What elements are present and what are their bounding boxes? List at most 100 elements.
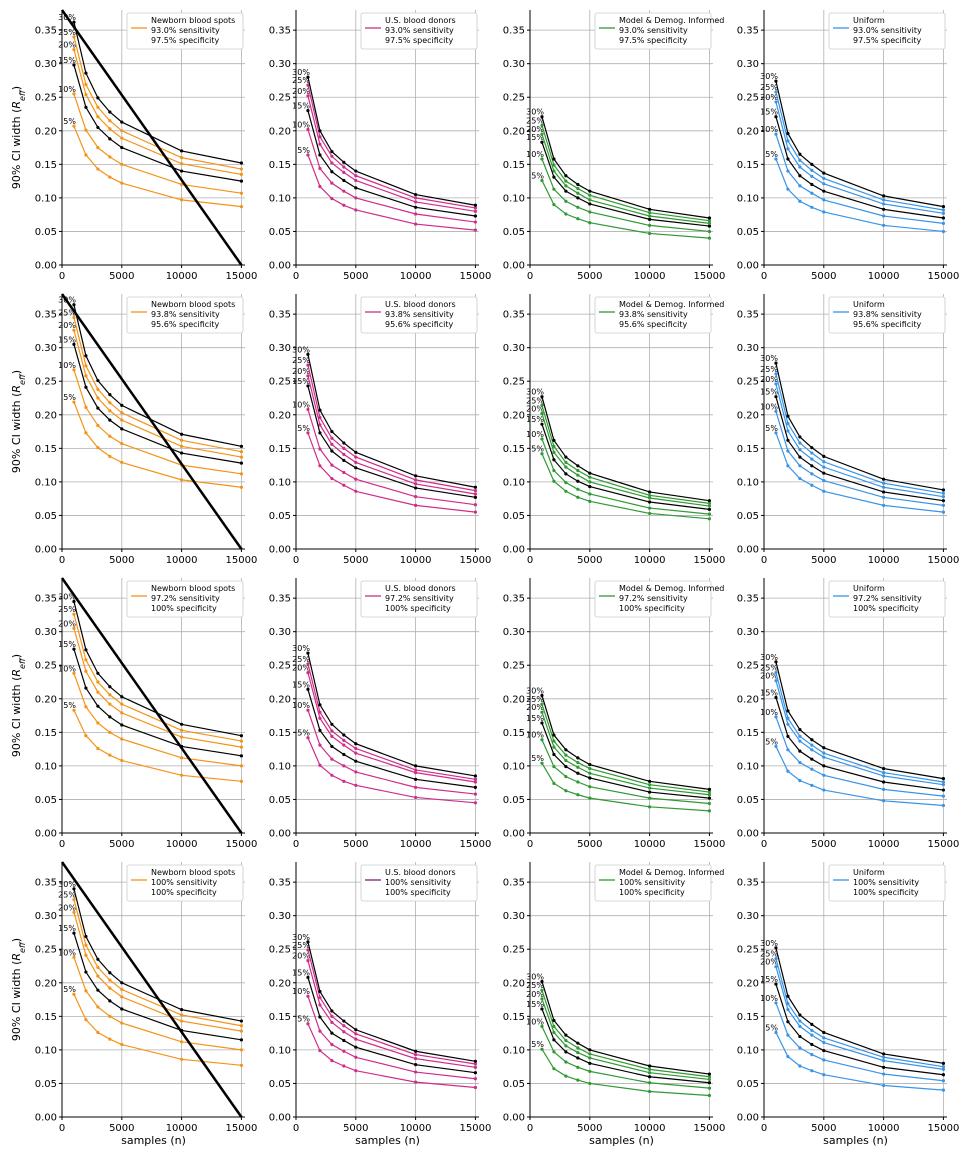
- series-label: 5%: [531, 171, 544, 180]
- point: [306, 407, 310, 412]
- point: [414, 503, 418, 507]
- point: [306, 363, 310, 367]
- point: [414, 768, 418, 772]
- point: [774, 965, 778, 969]
- point: [822, 764, 826, 768]
- point: [648, 223, 652, 228]
- point: [564, 1033, 568, 1037]
- series-label: 10%: [526, 731, 544, 740]
- series-label: 25%: [526, 695, 544, 704]
- point: [120, 418, 124, 422]
- x-tick-label: 5000: [109, 271, 134, 282]
- y-tick-label: 0.25: [35, 93, 57, 104]
- y-tick-label: 0.05: [503, 227, 525, 238]
- point: [473, 785, 478, 789]
- point: [306, 736, 310, 740]
- series-line: [307, 85, 476, 209]
- point: [306, 671, 310, 675]
- point: [414, 1063, 418, 1067]
- point: [354, 450, 358, 454]
- x-tick-label: 10000: [166, 839, 198, 850]
- point: [108, 175, 112, 179]
- series-line: [775, 432, 944, 513]
- panel: 0.00 0.05 0.10 0.15 0.20 0.25 0.30 0.35 0 5000 100…: [737, 578, 960, 850]
- legend-label: Newborn blood spots: [151, 584, 235, 593]
- x-tick-label: 5000: [577, 271, 602, 282]
- series-label: 15%: [760, 388, 778, 397]
- series-label: 10%: [526, 150, 544, 159]
- point: [342, 1024, 346, 1028]
- y-axis-label: 90% CI width (Reff): [10, 654, 27, 757]
- point: [120, 723, 124, 727]
- point: [822, 471, 826, 475]
- y-tick-label: 0.30: [737, 59, 759, 70]
- x-tick-label: 10000: [634, 839, 666, 850]
- point: [810, 472, 814, 476]
- point: [786, 421, 790, 426]
- point: [576, 1046, 580, 1050]
- point: [798, 749, 802, 753]
- y-tick-label: 0.35: [503, 878, 525, 889]
- y-tick-label: 0.05: [269, 227, 291, 238]
- point: [414, 795, 418, 800]
- point: [774, 79, 778, 83]
- x-tick-label: 10000: [868, 1123, 900, 1134]
- point: [239, 455, 244, 459]
- point: [473, 1071, 478, 1075]
- point: [180, 735, 184, 739]
- point: [180, 478, 184, 482]
- point: [786, 994, 790, 998]
- y-tick-label: 0.30: [35, 343, 57, 354]
- point: [342, 446, 346, 450]
- point: [552, 739, 556, 743]
- point: [786, 414, 790, 418]
- point: [576, 1056, 580, 1060]
- series-label: 5%: [765, 737, 778, 746]
- point: [180, 1013, 184, 1017]
- point: [342, 458, 346, 463]
- point: [786, 464, 790, 468]
- panel: 0.00 0.05 0.10 0.15 0.20 0.25 0.30 0.35 0 5000 100…: [269, 10, 491, 282]
- point: [540, 437, 544, 441]
- y-tick-label: 0.15: [737, 444, 759, 455]
- point: [239, 461, 244, 465]
- point: [414, 212, 418, 216]
- point: [540, 123, 544, 128]
- legend-label: Newborn blood spots: [151, 300, 235, 309]
- point: [882, 1052, 886, 1056]
- x-tick-label: 15000: [694, 555, 726, 566]
- point: [540, 988, 544, 992]
- point: [564, 480, 568, 485]
- point: [342, 178, 346, 183]
- x-tick-label: 15000: [694, 271, 726, 282]
- point: [648, 790, 652, 794]
- point: [564, 1050, 568, 1054]
- legend-label: 97.5% specificity: [151, 36, 220, 45]
- point: [540, 761, 544, 765]
- point: [108, 715, 112, 719]
- series-label: 15%: [292, 968, 310, 977]
- point: [342, 160, 346, 164]
- point: [180, 1008, 184, 1012]
- point: [72, 35, 76, 39]
- x-tick-label: 15000: [460, 839, 492, 850]
- point: [318, 1015, 322, 1019]
- y-tick-label: 0.20: [737, 410, 759, 421]
- y-tick-label: 0.00: [35, 545, 57, 556]
- point: [786, 1033, 790, 1037]
- point: [941, 205, 946, 209]
- point: [342, 470, 346, 475]
- point: [822, 182, 826, 186]
- series-line: [775, 958, 944, 1068]
- point: [588, 189, 592, 193]
- point: [552, 781, 556, 785]
- point: [707, 787, 712, 791]
- point: [84, 385, 88, 389]
- panel: 0.00 0.05 0.10 0.15 0.20 0.25 0.30 0.35 0 5000 100…: [10, 577, 257, 850]
- y-tick-label: 0.05: [737, 511, 759, 522]
- point: [414, 1057, 418, 1061]
- point: [810, 162, 814, 166]
- point: [810, 1022, 814, 1026]
- point: [552, 468, 556, 473]
- x-tick-label: 15000: [928, 839, 960, 850]
